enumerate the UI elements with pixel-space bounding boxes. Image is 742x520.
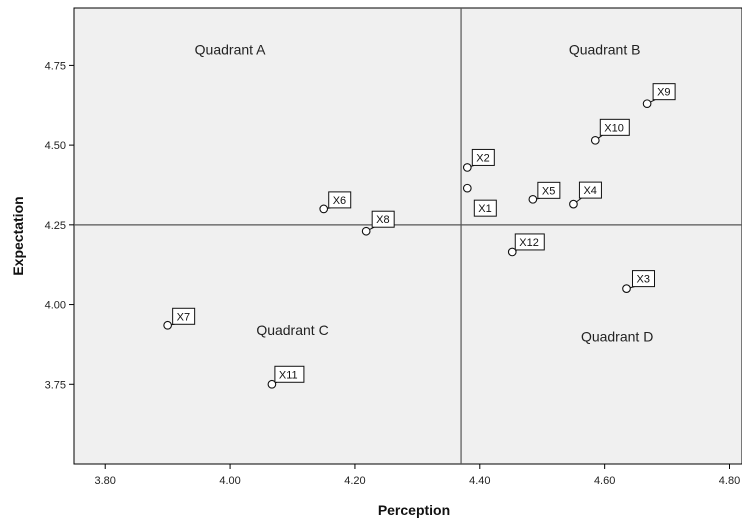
point-marker [528,194,538,204]
plot-area [73,7,742,465]
point-x10: X10 [590,118,630,145]
point-x4: X4 [569,181,602,209]
point-x12: X12 [507,233,545,257]
point-label: X4 [583,185,596,197]
point-label-box [328,191,352,209]
point-x1: X1 [462,183,497,217]
point-label: X9 [657,87,670,99]
data-points: X1 X2 X3 X4 X5 X6 X7 X8 X9 X10 X11 X12 [163,83,676,389]
y-tick-label: 3.75 [45,379,66,391]
point-label: X5 [542,185,555,197]
point-label-box [514,233,545,251]
point-x3: X3 [622,270,656,293]
point-label-box [537,181,561,199]
point-marker [569,199,578,209]
point-label-box [632,270,656,288]
point-marker [462,163,472,172]
y-tick-label: 4.00 [45,300,66,312]
x-tick-label: 3.80 [95,475,116,487]
point-label-box [578,181,602,199]
x-tick-label: 4.20 [344,475,365,487]
quadrant-labels: Quadrant A Quadrant B Quadrant C Quadrant D [195,41,654,344]
point-x11: X11 [267,365,305,389]
point-x5: X5 [528,181,561,204]
y-axis-title: Expectation [10,196,26,275]
point-marker [267,379,277,389]
point-x2: X2 [462,148,495,172]
x-tick-label: 4.60 [594,475,615,487]
axis-ticks: 3.80 4.00 4.20 4.40 4.60 4.80 3.75 4.00 4.25 4.50… [45,60,741,487]
x-tick-label: 4.00 [219,475,240,487]
point-marker [622,284,631,293]
point-x9: X9 [642,83,676,109]
quadrant-label: Quadrant C [256,322,328,338]
y-tick-label: 4.75 [45,60,66,72]
point-label: X2 [476,152,489,164]
point-label-box [371,210,395,228]
point-marker [507,247,517,257]
y-tick-label: 4.50 [45,140,66,152]
point-label: X12 [519,237,539,249]
point-label-box [599,118,630,136]
point-label-box [471,148,495,166]
point-label: X3 [637,274,650,286]
x-tick-label: 4.80 [719,475,740,487]
quadrant-label: Quadrant D [581,328,653,344]
point-label-box [473,199,497,217]
point-label-box [652,83,676,101]
point-x7: X7 [163,307,196,330]
point-label: X7 [177,311,190,323]
point-marker [319,204,329,214]
point-label: X6 [333,195,346,207]
x-axis-title: Perception [378,502,450,518]
point-marker [163,320,172,330]
reference-lines [74,8,742,464]
point-marker [590,135,600,145]
point-marker [642,99,652,109]
point-label-box [274,365,305,383]
point-label: X10 [604,122,624,134]
point-marker [462,183,472,193]
x-tick-label: 4.40 [469,475,490,487]
point-label: X11 [279,369,298,381]
point-marker [361,226,371,236]
point-label: X1 [478,203,491,215]
y-tick-label: 4.25 [45,220,66,232]
quadrant-label: Quadrant B [569,41,641,57]
quadrant-label: Quadrant A [195,41,266,57]
point-label-box [172,307,196,325]
point-x8: X8 [361,210,395,236]
point-x6: X6 [319,191,352,214]
point-label: X8 [376,214,389,226]
